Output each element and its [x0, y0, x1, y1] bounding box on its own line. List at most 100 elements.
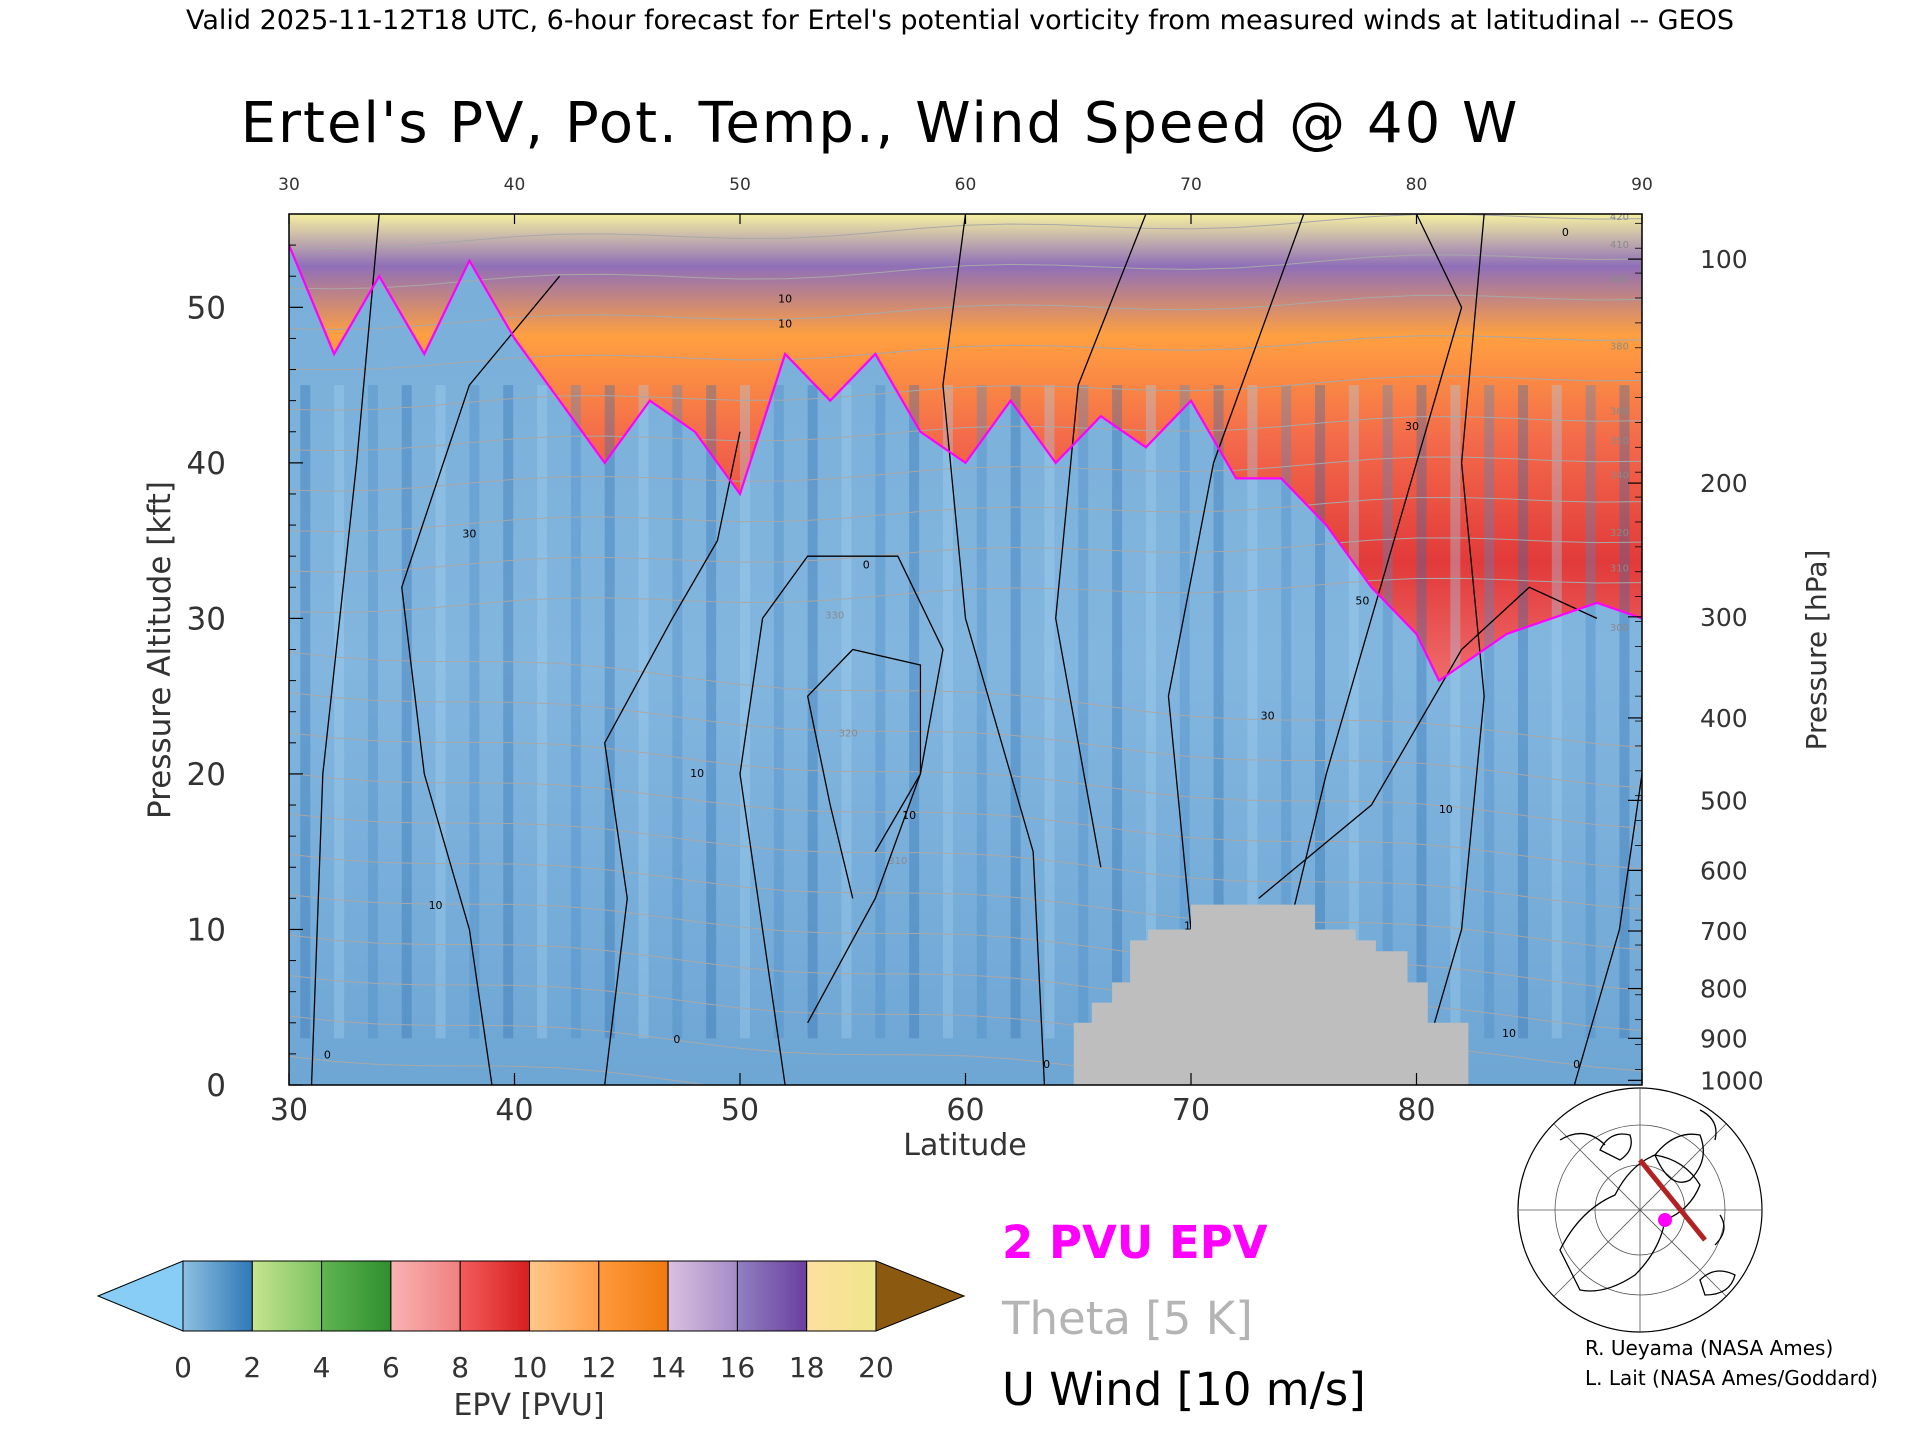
theta-label: 310: [888, 856, 907, 867]
u-wind-label: 50: [1355, 594, 1369, 607]
pv-streak: [807, 385, 818, 1039]
u-wind-label: 10: [429, 899, 443, 912]
u-wind-label: 10: [778, 293, 792, 306]
top-tick-label: 40: [504, 175, 526, 195]
map-location-marker: [1658, 1213, 1672, 1227]
pv-streak: [976, 385, 987, 1039]
x-tick-label: 30: [270, 1093, 308, 1128]
legend-wind-label: U Wind [10 m/s]: [1002, 1363, 1366, 1416]
x-axis-label: Latitude: [903, 1128, 1026, 1163]
pressure-tick-label: 900: [1700, 1024, 1748, 1053]
u-wind-label: 10: [1439, 803, 1453, 816]
pv-streak: [1044, 385, 1055, 1039]
colorbar-ticks: 0 2 4 6 8 10 12 14 16 18 20: [174, 1351, 894, 1384]
top-x-axis: 30 40 50 60 70 80 90: [278, 175, 1653, 224]
u-wind-label: 0: [863, 559, 870, 572]
u-wind-contour: [401, 275, 561, 1085]
y-axis: 0 10 20 30 40 50: [187, 244, 303, 1104]
theta-contour: [289, 496, 1642, 533]
colorbar-label: EPV [PVU]: [453, 1388, 604, 1423]
u-wind-contour: [1258, 586, 1598, 899]
colorbar-tick-label: 16: [720, 1351, 756, 1384]
map-graticule: [1518, 1088, 1762, 1332]
chart-title: Ertel's PV, Pot. Temp., Wind Speed @ 40 …: [241, 91, 1520, 156]
colorbar-tick-label: 4: [313, 1351, 331, 1384]
pv-streak: [1484, 385, 1495, 1039]
theta-label: 320: [839, 729, 858, 740]
x-tick-label: 40: [495, 1093, 533, 1128]
u-wind-label: 10: [902, 809, 916, 822]
theta-contour: [289, 537, 1642, 573]
pv-streak: [1450, 385, 1461, 1039]
pv-streak: [367, 385, 378, 1039]
theta-contour: [289, 254, 1642, 290]
pv-streak: [1585, 385, 1596, 1039]
u-wind-contour: [310, 214, 380, 1085]
pressure-tick-label: 600: [1700, 856, 1748, 885]
u-wind-contour: [806, 648, 922, 899]
u-wind-label: 30: [462, 528, 476, 541]
colorbar-under-triangle: [96, 1260, 184, 1332]
pv-streak: [1010, 385, 1021, 1039]
pv-streak: [1315, 385, 1326, 1039]
pressure-tick-label: 200: [1700, 469, 1748, 498]
pv-streak: [875, 385, 886, 1039]
u-wind-contour: [604, 431, 741, 1085]
theta-contour: [289, 456, 1642, 492]
theta-label: 410: [1610, 240, 1629, 251]
colorbar-segment: [321, 1260, 392, 1332]
colorbar-tick-label: 18: [789, 1351, 825, 1384]
y-tick-label: 20: [187, 757, 226, 793]
theta-contour: [289, 853, 1642, 951]
pv-streak: [537, 385, 548, 1039]
top-tick-label: 60: [955, 175, 977, 195]
u-wind-label: 0: [1562, 226, 1569, 239]
top-tick-label: 80: [1406, 175, 1428, 195]
theta-contour: [289, 894, 1642, 991]
pv-streak: [1348, 385, 1359, 1039]
colorbar-segment: [736, 1260, 808, 1332]
theta-contour: [289, 691, 1642, 789]
pressure-tick-label: 800: [1700, 975, 1748, 1004]
pv-streak: [1112, 385, 1123, 1039]
theta-contour: [289, 732, 1642, 829]
pv-streak: [942, 385, 953, 1039]
theta-label: 420: [1610, 212, 1629, 223]
map-coastlines: [1559, 1109, 1736, 1296]
u-wind-label: 30: [1405, 420, 1419, 433]
valid-time-header: Valid 2025-11-12T18 UTC, 6-hour forecast…: [186, 5, 1734, 36]
theta-label: 350: [1610, 436, 1629, 447]
colorbar-segment: [251, 1260, 323, 1332]
u-wind-label: 0: [324, 1049, 331, 1062]
top-tick-label: 30: [278, 175, 300, 195]
pv-streak: [503, 385, 514, 1039]
pv-streak: [1078, 385, 1089, 1039]
legend-pv-label: 2 PVU EPV: [1002, 1216, 1268, 1269]
x-tick-label: 60: [946, 1093, 984, 1128]
theta-contour: [289, 416, 1642, 452]
theta-label: 340: [1610, 470, 1629, 481]
colorbar-segments: [182, 1260, 877, 1332]
theta-contour: [289, 1055, 714, 1085]
colorbar-segment: [806, 1260, 877, 1332]
theta-contour: [289, 813, 1642, 910]
colorbar-tick-label: 2: [243, 1351, 261, 1384]
u-wind-contours: 301001001001010305030101010000: [310, 214, 1642, 1085]
u-wind-contour: [942, 214, 1046, 1085]
colorbar-over-triangle: [875, 1260, 966, 1332]
pv-streak: [773, 385, 784, 1039]
pv-streak: [1619, 385, 1630, 1039]
u-wind-label: 0: [673, 1033, 680, 1046]
pressure-tick-label: 300: [1700, 603, 1748, 632]
colorbar-tick-label: 20: [858, 1351, 894, 1384]
x-tick-label: 50: [721, 1093, 759, 1128]
terrain: [1073, 904, 1469, 1085]
theta-contour: [289, 772, 1642, 870]
pv-streak: [1281, 385, 1292, 1039]
u-wind-contour: [1167, 214, 1305, 930]
pv-streak: [334, 385, 345, 1039]
credit-line-1: R. Ueyama (NASA Ames): [1585, 1336, 1833, 1360]
u-wind-label: 0: [1573, 1058, 1580, 1071]
